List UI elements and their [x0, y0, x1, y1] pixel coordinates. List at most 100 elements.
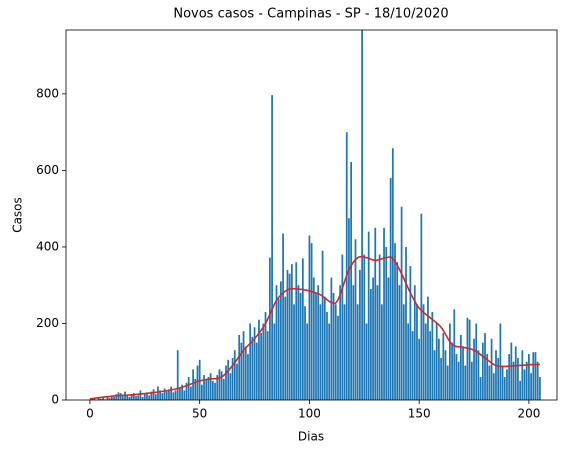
bar: [280, 281, 282, 400]
chart-title: Novos casos - Campinas - SP - 18/10/2020: [173, 7, 448, 22]
bar: [242, 331, 245, 400]
bar: [435, 323, 438, 400]
y-tick-label: 200: [36, 316, 59, 330]
bar: [510, 342, 513, 400]
bar: [354, 239, 357, 400]
bar: [444, 350, 447, 400]
bar: [391, 148, 394, 400]
bar: [323, 296, 326, 400]
y-tick-label: 600: [36, 163, 59, 177]
bar: [196, 365, 199, 400]
x-tick-label: 100: [298, 407, 321, 421]
bar: [490, 338, 493, 400]
bar: [130, 394, 133, 400]
bar: [247, 354, 249, 400]
bar: [356, 304, 359, 400]
bar: [110, 395, 113, 400]
bar: [190, 386, 192, 400]
bar: [468, 319, 471, 400]
bar: [512, 361, 515, 400]
bar: [308, 235, 311, 400]
bar: [499, 323, 502, 400]
bar: [337, 315, 339, 400]
bar: [179, 388, 181, 400]
bar: [464, 365, 467, 400]
bar: [100, 398, 102, 400]
bar: [457, 361, 460, 400]
bar: [427, 296, 429, 400]
bar: [374, 227, 377, 400]
bar: [205, 378, 208, 400]
bar: [422, 304, 425, 400]
bar: [135, 396, 137, 400]
bar: [262, 323, 265, 400]
bar: [492, 373, 495, 400]
bar: [297, 285, 300, 400]
x-axis-label: Dias: [298, 430, 324, 444]
y-tick-label: 800: [36, 86, 59, 100]
bar: [187, 377, 190, 400]
bar: [108, 398, 111, 400]
bar: [277, 298, 280, 400]
plot-area: [89, 30, 541, 400]
bar: [420, 213, 423, 400]
bar: [264, 311, 267, 400]
bar: [539, 377, 541, 400]
bar: [495, 350, 497, 400]
bar: [306, 323, 309, 400]
bar: [132, 393, 135, 400]
bar: [93, 398, 96, 400]
bar: [361, 30, 363, 400]
bar: [121, 396, 124, 400]
bar: [236, 363, 238, 400]
bar: [332, 292, 335, 400]
bar: [523, 369, 526, 400]
bar: [405, 246, 407, 400]
bar: [231, 357, 234, 400]
bar: [514, 346, 517, 400]
bar: [484, 333, 486, 400]
bar: [172, 392, 175, 400]
bar: [214, 382, 216, 400]
bar: [304, 306, 306, 400]
bar: [411, 331, 414, 400]
bar: [519, 380, 522, 400]
x-tick-label: 150: [408, 407, 431, 421]
bar: [106, 396, 109, 400]
bar: [363, 254, 366, 400]
bar: [418, 338, 421, 400]
bar: [400, 206, 403, 400]
bar: [200, 384, 203, 400]
bar: [431, 311, 434, 400]
bar: [266, 331, 269, 400]
bar: [402, 304, 405, 400]
bar: [148, 395, 151, 400]
bar: [343, 304, 346, 400]
bar: [319, 304, 322, 400]
bar: [387, 277, 390, 400]
bar: [372, 277, 374, 400]
bar: [258, 319, 260, 400]
bar: [209, 373, 212, 400]
bar: [157, 386, 159, 400]
bar: [141, 396, 144, 400]
bar: [501, 365, 504, 400]
bar: [334, 304, 337, 400]
bar: [207, 377, 210, 400]
bar: [528, 354, 530, 400]
bar: [198, 359, 201, 400]
x-tick-label: 0: [86, 407, 94, 421]
bar: [413, 285, 416, 400]
bar: [183, 390, 186, 400]
bar: [521, 350, 524, 400]
bar: [273, 323, 276, 400]
bar: [97, 398, 100, 400]
y-axis-label: Casos: [11, 197, 25, 233]
x-tick-label: 50: [192, 407, 207, 421]
bar: [102, 396, 104, 400]
bar: [222, 378, 225, 400]
bar: [473, 338, 475, 400]
bar: [269, 257, 271, 400]
